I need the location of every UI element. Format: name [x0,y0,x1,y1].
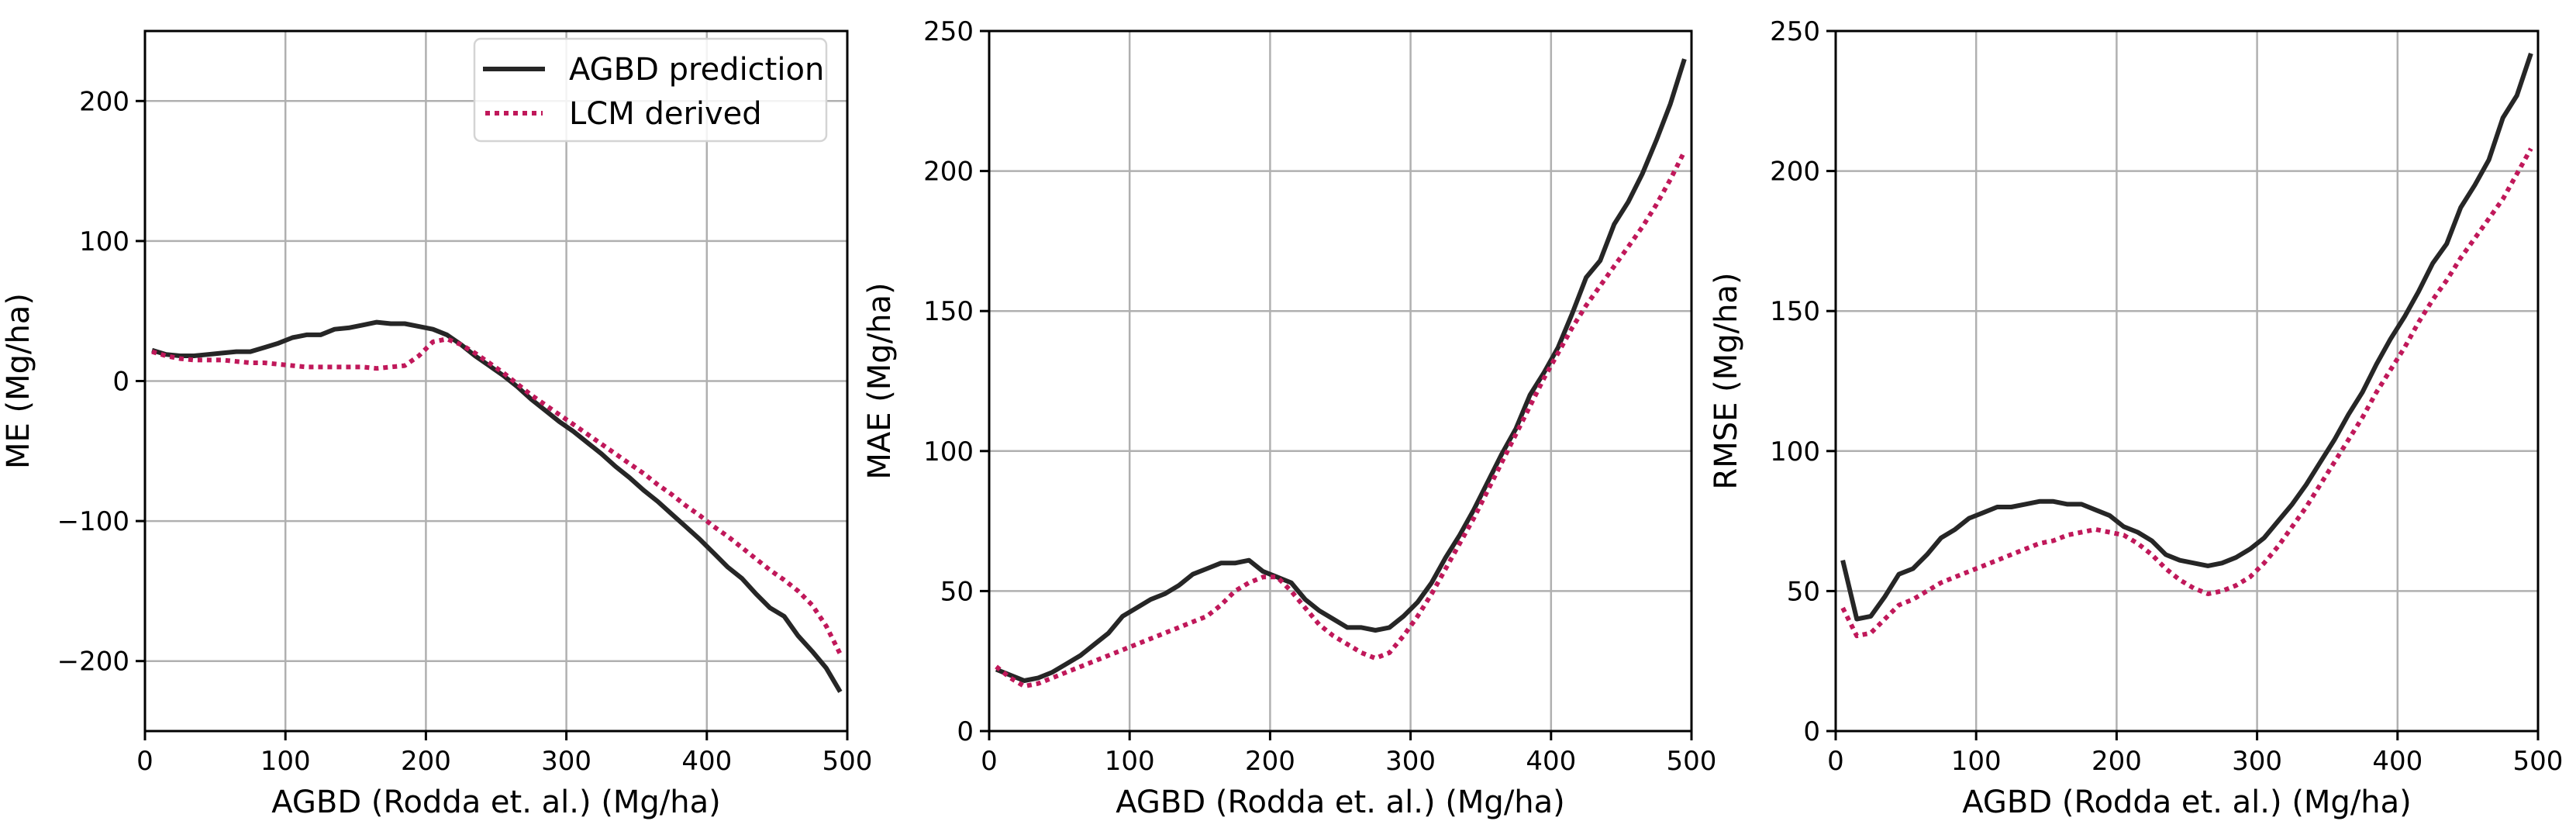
mae-x-tick-label: 100 [1105,746,1155,777]
legend-label-lcm-derived: LCM derived [569,96,762,132]
me-x-tick-label: 500 [822,746,873,777]
legend: AGBD prediction LCM derived [473,37,828,143]
rmse-y-tick-label: 50 [1787,576,1820,607]
mae-y-tick-label: 250 [923,16,974,47]
me-x-tick-label: 0 [136,746,153,777]
rmse-y-tick-label: 0 [1803,716,1820,747]
mae-y-tick-label: 0 [957,716,974,747]
mae-ticks: 0 100 200 300 400 500 0 50 100 150 200 250 [923,16,1716,777]
rmse-series-lcm-derived-line [1840,147,2533,639]
rmse-x-tick-label: 300 [2232,746,2282,777]
me-y-tick-label: 100 [79,226,129,257]
mae-y-tick-label: 100 [923,436,974,467]
rmse-series-agbd-prediction-line [1840,52,2533,622]
legend-box [473,37,828,143]
mae-x-tick-label: 400 [1526,746,1576,777]
mae-plot-frame [988,29,1693,733]
me-y-tick-label: −100 [57,506,129,537]
me-x-tick-label: 200 [401,746,451,777]
rmse-plot-frame [1834,29,2540,733]
mae-series-lcm-derived-line [995,150,1687,689]
mae-series-agbd-prediction-line [995,58,1687,683]
me-x-axis-label: AGBD (Rodda et. al.) (Mg/ha) [271,785,721,820]
rmse-ticks: 0 100 200 300 400 500 0 50 100 150 200 250 [1770,16,2563,777]
mae-x-tick-label: 300 [1385,746,1436,777]
me-x-tick-label: 400 [681,746,732,777]
rmse-x-tick-label: 0 [1827,746,1844,777]
rmse-y-tick-label: 150 [1770,296,1820,327]
mae-chart-panel: 0 100 200 300 400 500 0 50 100 150 200 250 AGBD (Ro… [862,16,1716,820]
me-chart-panel: 0 100 200 300 400 500 −200 −100 0 100 200 AGBD (Ro… [1,29,873,820]
me-ticks: 0 100 200 300 400 500 −200 −100 0 100 200 [57,86,873,777]
me-y-tick-label: 0 [112,367,129,398]
mae-y-tick-label: 50 [940,576,974,607]
me-series [151,319,843,693]
me-x-tick-label: 100 [260,746,311,777]
rmse-x-tick-label: 500 [2513,746,2564,777]
rmse-series [1840,52,2533,639]
rmse-x-tick-label: 400 [2372,746,2423,777]
mae-x-axis-label: AGBD (Rodda et. al.) (Mg/ha) [1116,785,1565,820]
mae-y-tick-label: 200 [923,157,974,188]
mae-x-tick-label: 500 [1667,746,1717,777]
rmse-y-tick-label: 250 [1770,16,1820,47]
mae-series [995,58,1687,689]
me-y-axis-label: ME (Mg/ha) [1,293,36,469]
rmse-y-tick-label: 200 [1770,157,1820,188]
legend-label-agbd-prediction: AGBD prediction [569,52,824,88]
me-series-lcm-derived-line [151,336,843,656]
rmse-x-tick-label: 200 [2091,746,2142,777]
rmse-x-axis-label: AGBD (Rodda et. al.) (Mg/ha) [1962,785,2412,820]
rmse-y-axis-label: RMSE (Mg/ha) [1709,272,1744,489]
rmse-x-tick-label: 100 [1951,746,2002,777]
mae-x-tick-label: 200 [1245,746,1295,777]
rmse-y-tick-label: 100 [1770,436,1820,467]
me-y-tick-label: −200 [57,647,129,678]
me-x-tick-label: 300 [541,746,591,777]
me-y-tick-label: 200 [79,86,129,117]
mae-y-tick-label: 150 [923,296,974,327]
rmse-chart-panel: 0 100 200 300 400 500 0 50 100 150 200 250 AGBD (Ro… [1709,16,2563,820]
mae-y-axis-label: MAE (Mg/ha) [862,282,898,479]
mae-x-tick-label: 0 [981,746,998,777]
